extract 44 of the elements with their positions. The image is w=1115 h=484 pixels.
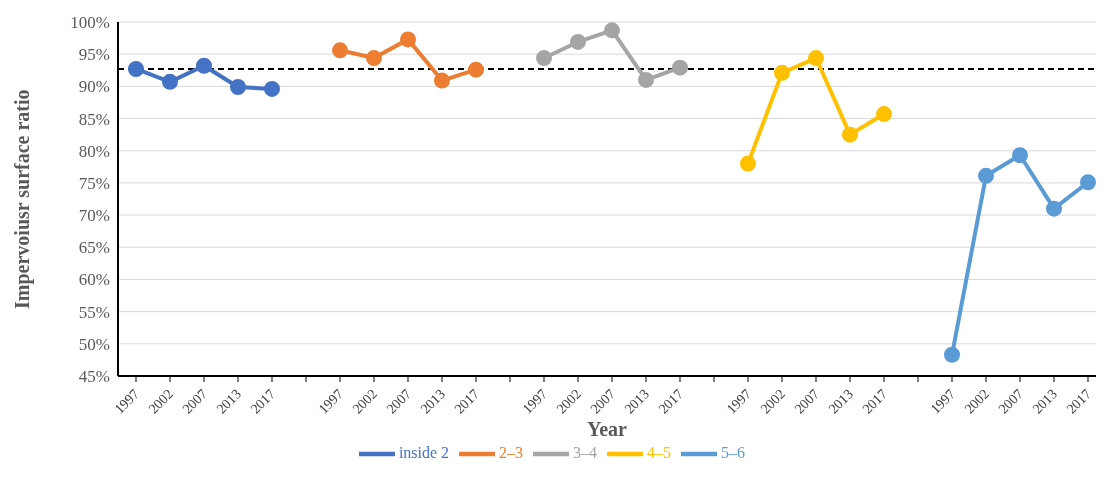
y-tick-label: 50% [78,334,110,354]
point [264,80,280,97]
y-tick-label: 85% [78,109,110,129]
x-axis-title: Year [587,418,628,440]
legend-label: 5–6 [721,443,746,461]
y-tick-label: 55% [78,302,110,322]
point [944,346,960,363]
legend-label: 4–5 [647,443,672,461]
point [400,31,416,48]
point [366,50,382,67]
y-tick-label: 95% [78,45,110,65]
point [774,64,790,81]
point [672,59,688,76]
point [128,60,144,77]
point [808,50,824,67]
point [332,42,348,59]
y-tick-label: 65% [78,238,110,258]
point [978,167,994,184]
point [434,72,450,89]
point [604,22,620,39]
y-axis-title: Impervoiusr surface ratio [11,89,35,309]
point [468,61,484,78]
y-tick-label: 100% [70,13,110,33]
point [1046,200,1062,217]
legend-label: 2–3 [499,443,524,461]
point [638,71,654,88]
point [1080,174,1096,191]
y-tick-label: 70% [78,206,110,226]
y-tick-label: 75% [78,173,110,193]
y-tick-label: 80% [78,141,110,161]
point [162,73,178,90]
y-tick-label: 90% [78,77,110,97]
point [536,50,552,67]
point [842,126,858,143]
point [570,33,586,50]
point [740,155,756,172]
point [196,57,212,74]
y-tick-label: 60% [78,270,110,290]
legend-label: 3–4 [573,443,598,461]
point [230,79,246,96]
legend-label: inside 2 [398,443,450,461]
y-tick-label: 45% [78,367,110,387]
point [1012,147,1028,164]
point [876,106,892,123]
